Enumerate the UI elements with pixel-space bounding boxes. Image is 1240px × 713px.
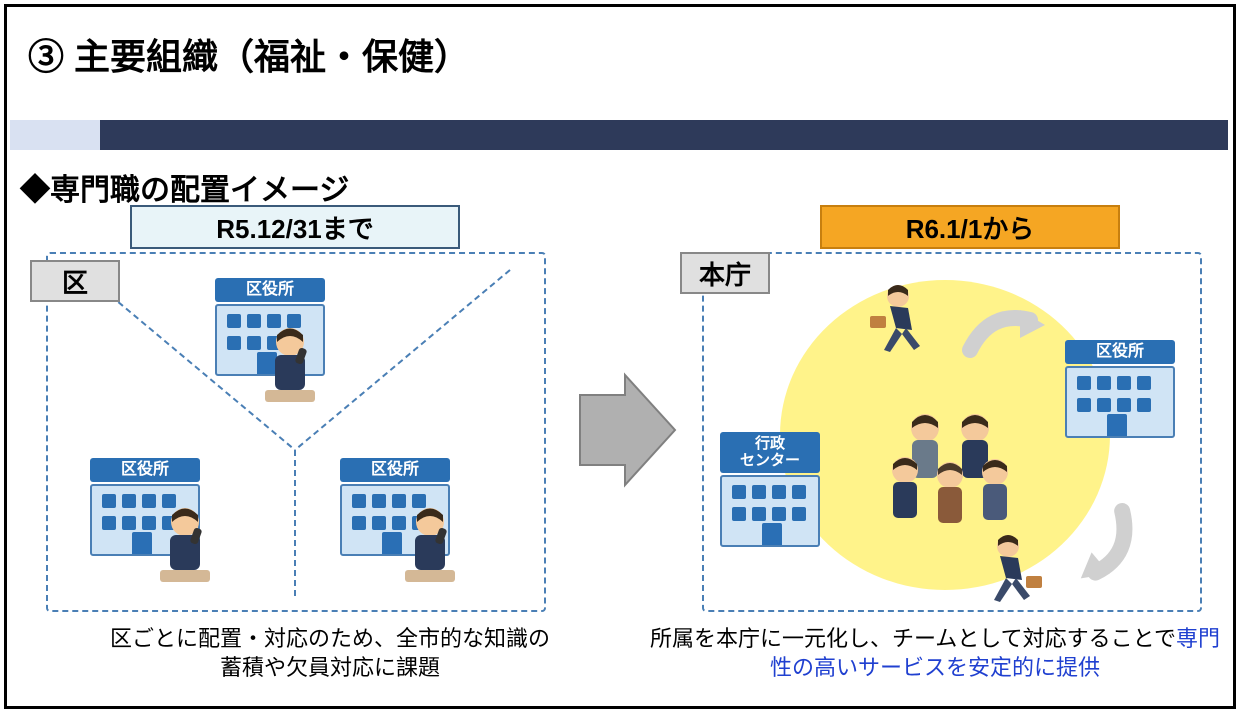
building-sign: 行政 センター <box>720 432 820 473</box>
worker-phone-icon <box>150 500 220 590</box>
building-admin-center: 行政 センター <box>720 432 820 547</box>
worker-phone-icon <box>395 500 465 590</box>
slide-title: ③ 主要組織（福祉・保健） <box>28 28 470 80</box>
right-tag: 本庁 <box>680 252 770 294</box>
right-caption-plain: 所属を本庁に一元化し、チームとして対応することで <box>650 626 1176 651</box>
left-tag: 区 <box>30 260 120 302</box>
left-caption: 区ごとに配置・対応のため、全市的な知識の蓄積や欠員対応に課題 <box>110 625 550 682</box>
running-worker-icon <box>860 280 940 370</box>
running-worker-icon <box>970 530 1050 620</box>
title-bar-dark <box>100 120 1228 150</box>
team-cluster-icon <box>870 400 1030 540</box>
right-caption: 所属を本庁に一元化し、チームとして対応することで専門性の高いサービスを安定的に提… <box>640 625 1230 682</box>
building-ward-office: 区役所 <box>1065 340 1175 438</box>
building-sign: 区役所 <box>340 458 450 482</box>
title-bar-light <box>10 120 100 150</box>
right-period-label: R6.1/1から <box>820 205 1120 249</box>
transition-arrow-icon <box>570 370 680 490</box>
building-sign: 区役所 <box>90 458 200 482</box>
building-sign: 区役所 <box>215 278 325 302</box>
slide-subtitle: ◆専門職の配置イメージ <box>20 165 349 209</box>
left-period-label: R5.12/31まで <box>130 205 460 249</box>
building-sign: 区役所 <box>1065 340 1175 364</box>
worker-phone-icon <box>255 320 325 410</box>
curve-arrow-icon <box>960 300 1050 370</box>
